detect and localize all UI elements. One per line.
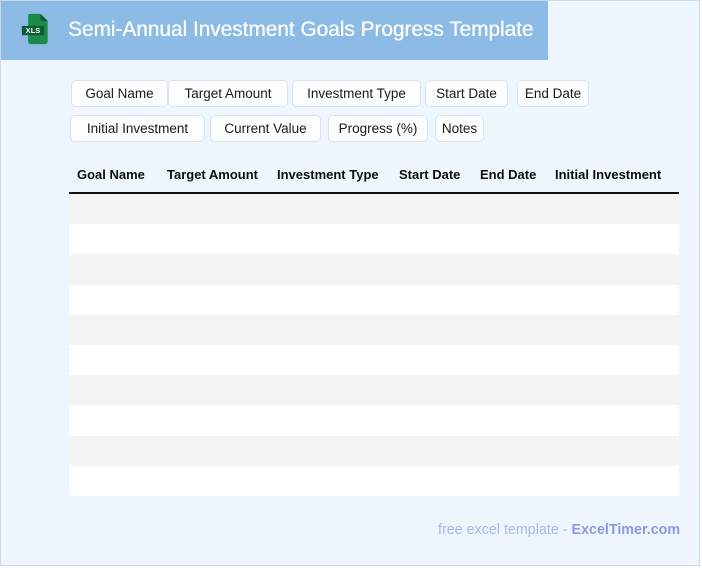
svg-text:XLS: XLS — [26, 26, 41, 35]
